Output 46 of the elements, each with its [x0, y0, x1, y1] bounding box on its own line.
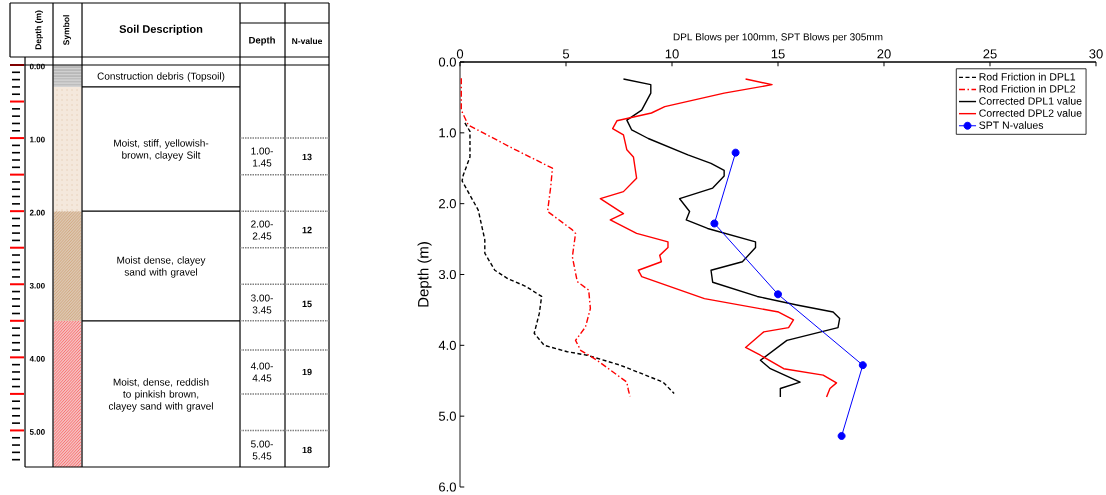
- x-tick-label: 5: [562, 49, 570, 59]
- annotation: Construction debris (Topsoil): [97, 72, 225, 82]
- text: Depth: [249, 36, 275, 46]
- legend-label: SPT N-values: [979, 121, 1044, 129]
- y-tick-label: 4.0: [438, 340, 456, 350]
- annotation: Moist dense, clayey sand with gravel: [117, 256, 206, 278]
- x-axis-title: DPL Blows per 100mm, SPT Blows per 305mm: [673, 33, 883, 43]
- y-tick-label: 0.0: [438, 57, 456, 67]
- annotation: 15: [302, 300, 312, 308]
- text: Symbol: [63, 15, 71, 46]
- y-axis-title: Depth (m): [417, 242, 432, 307]
- y-tick-label: 6.0: [439, 482, 456, 492]
- y-tick-label: 3.0: [438, 269, 456, 280]
- y-tick-label: 5.0: [438, 411, 456, 421]
- y-tick-label: 3.00: [29, 282, 45, 289]
- legend-label: Corrected DPL2 value: [979, 109, 1082, 117]
- y-tick-label: 2.00: [29, 209, 45, 216]
- text: N-value: [292, 37, 323, 45]
- y-tick-label: 5.00: [29, 429, 45, 435]
- x-tick-label: 25: [983, 49, 997, 59]
- x-tick-label: 10: [665, 49, 679, 59]
- x-tick-label: 20: [877, 49, 891, 59]
- y-tick-label: 4.00: [29, 356, 45, 362]
- x-tick-label: 15: [771, 49, 785, 59]
- annotation: 19: [302, 368, 312, 376]
- legend-label: Corrected DPL1 value: [979, 96, 1082, 105]
- annotation: 2.00-2.45: [251, 220, 273, 240]
- annotation: 1.00-1.45: [251, 147, 273, 167]
- y-tick-label: 1.00: [30, 136, 45, 143]
- annotation: 5.00-5.45: [251, 440, 273, 460]
- text: Soil Description: [119, 24, 203, 36]
- annotation: Moist, dense, reddish to pinkish brown, clayey sand with gravel: [108, 378, 213, 412]
- annotation: 12: [302, 226, 312, 234]
- annotation: 3.00-3.45: [250, 294, 273, 314]
- y-tick-label: 2.0: [439, 199, 456, 209]
- annotation: 13: [302, 153, 312, 161]
- annotation: 18: [302, 446, 312, 454]
- y-tick-label: 1.0: [439, 128, 456, 138]
- text: Depth (m): [35, 10, 43, 50]
- annotation: Moist, stiff, yellowish-brown, clayey Silt: [114, 139, 209, 161]
- annotation: 4.00-4.45: [250, 362, 273, 382]
- legend-label: Rod Friction in DPL1: [979, 72, 1076, 81]
- x-tick-label: 0: [456, 49, 464, 59]
- y-tick-label: 0.00: [29, 63, 45, 70]
- x-tick-label: 30: [1089, 49, 1103, 59]
- legend-label: Rod Friction in DPL2: [979, 84, 1076, 93]
